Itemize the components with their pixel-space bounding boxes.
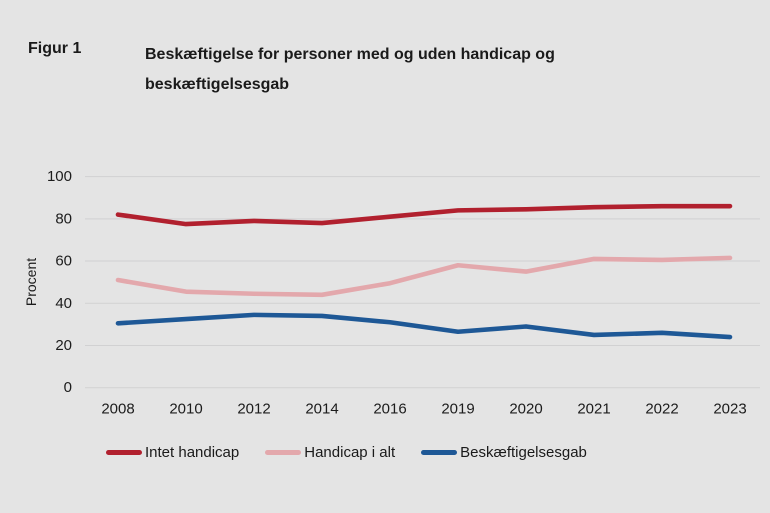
legend-marker-beskaeftigelsesgab bbox=[421, 450, 458, 455]
legend-item-beskaeftigelsesgab: Beskæftigelsesgab bbox=[421, 444, 587, 461]
legend-label-beskaeftigelsesgab: Beskæftigelsesgab bbox=[460, 444, 587, 461]
legend-item-handicap-i-alt: Handicap i alt bbox=[265, 444, 395, 461]
figure-title-line2: beskæftigelsesgab bbox=[145, 76, 290, 93]
x-tick-label: 2016 bbox=[373, 401, 406, 418]
y-axis-title: Procent bbox=[23, 258, 39, 306]
x-tick-label: 2019 bbox=[441, 401, 474, 418]
x-tick-label: 2023 bbox=[713, 401, 746, 418]
figure-title: Beskæftigelse for personer med og uden h… bbox=[145, 40, 645, 100]
figure-title-line1: Beskæftigelse for personer med og uden h… bbox=[145, 46, 555, 63]
y-tick-label: 60 bbox=[55, 253, 72, 270]
legend-marker-intet-handicap bbox=[106, 450, 142, 455]
legend-label-intet-handicap: Intet handicap bbox=[145, 444, 240, 461]
series-line-handicap-i-alt bbox=[115, 255, 733, 298]
legend-item-intet-handicap: Intet handicap bbox=[106, 444, 239, 461]
x-tick-label: 2020 bbox=[509, 401, 542, 418]
legend: Intet handicap Handicap i alt Beskæftige… bbox=[106, 444, 587, 461]
legend-label-handicap-i-alt: Handicap i alt bbox=[304, 444, 396, 461]
y-tick-label: 100 bbox=[47, 168, 72, 185]
x-tick-label: 2021 bbox=[577, 401, 610, 418]
x-tick-label: 2008 bbox=[101, 401, 134, 418]
legend-marker-handicap-i-alt bbox=[265, 450, 302, 455]
y-tick-label: 20 bbox=[55, 337, 72, 354]
x-tick-label: 2010 bbox=[169, 401, 202, 418]
series-line-intet-handicap bbox=[115, 203, 733, 227]
x-tick-label: 2022 bbox=[645, 401, 678, 418]
y-tick-label: 80 bbox=[55, 210, 72, 227]
x-tick-label: 2014 bbox=[305, 401, 338, 418]
x-tick-label: 2012 bbox=[237, 401, 270, 418]
figure-number-label: Figur 1 bbox=[28, 40, 82, 57]
series-line-besk-ftigelsesgab bbox=[115, 312, 733, 340]
y-tick-label: 0 bbox=[64, 379, 72, 396]
y-tick-label: 40 bbox=[55, 295, 72, 312]
